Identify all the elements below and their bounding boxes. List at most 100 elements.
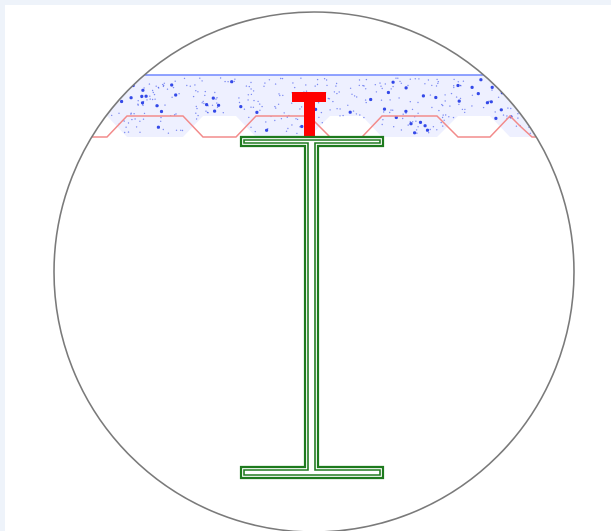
aggregate-dot (392, 85, 394, 88)
aggregate-dot (380, 85, 382, 87)
aggregate-dot (159, 109, 164, 114)
aggregate-dot (152, 91, 154, 94)
aggregate-dot (129, 96, 133, 100)
aggregate-dot (214, 91, 216, 94)
aggregate-dot (300, 124, 304, 129)
aggregate-dot (353, 95, 356, 97)
aggregate-dot (431, 84, 433, 87)
aggregate-dot (428, 132, 430, 134)
aggregate-dot (375, 91, 378, 93)
aggregate-dot (416, 132, 418, 134)
aggregate-dot (363, 116, 365, 119)
aggregate-dot (275, 107, 277, 109)
aggregate-dot (339, 108, 341, 110)
aggregate-dot (143, 112, 146, 115)
aggregate-dot (197, 114, 199, 117)
aggregate-dot (409, 122, 413, 126)
aggregate-dot (197, 91, 199, 93)
aggregate-dot (170, 83, 174, 87)
aggregate-dot (534, 111, 536, 114)
aggregate-dot (248, 85, 250, 88)
aggregate-dot (283, 112, 285, 114)
aggregate-dot (160, 116, 162, 119)
shear-connector (292, 92, 326, 138)
aggregate-dot (409, 78, 411, 80)
aggregate-dot (443, 119, 445, 122)
aggregate-dot (151, 98, 154, 101)
aggregate-dot (227, 81, 229, 83)
aggregate-dot (280, 118, 283, 120)
aggregate-dot (535, 84, 537, 86)
aggregate-dot (381, 123, 383, 126)
aggregate-dot (205, 103, 209, 107)
aggregate-dot (142, 104, 144, 107)
aggregate-dot (517, 113, 519, 115)
concrete-slab (54, 74, 574, 138)
aggregate-dot (411, 108, 414, 111)
aggregate-dot (414, 78, 416, 80)
aggregate-dot (464, 111, 466, 114)
aggregate-dot (215, 98, 217, 100)
aggregate-dot (305, 90, 308, 92)
aggregate-dot (513, 87, 516, 89)
beam-inner-line (243, 139, 381, 476)
aggregate-dot (460, 85, 462, 87)
aggregate-dot (174, 93, 178, 97)
aggregate-dot (457, 81, 459, 83)
aggregate-dot (536, 81, 538, 84)
aggregate-dot (201, 102, 203, 104)
aggregate-dot (162, 128, 164, 131)
aggregate-dot (336, 108, 338, 110)
aggregate-dot (239, 105, 243, 109)
aggregate-dot (432, 126, 435, 128)
aggregate-dot (139, 131, 141, 133)
aggregate-dot (216, 97, 218, 99)
aggregate-dot (351, 93, 353, 96)
aggregate-dot (497, 96, 500, 99)
aggregate-dot (525, 90, 528, 93)
aggregate-dot (364, 99, 367, 101)
aggregate-dot (338, 91, 340, 93)
aggregate-dot (119, 84, 122, 86)
aggregate-dot (144, 94, 148, 98)
aggregate-dot (546, 79, 548, 81)
aggregate-dot (160, 120, 162, 123)
aggregate-dot (520, 91, 522, 93)
aggregate-dot (445, 114, 447, 116)
aggregate-dot (389, 111, 391, 114)
aggregate-dot (178, 93, 180, 95)
aggregate-dot (423, 124, 427, 128)
aggregate-dot (514, 99, 517, 102)
aggregate-dot (142, 118, 145, 120)
aggregate-dot (233, 80, 235, 83)
aggregate-dot (336, 92, 338, 95)
concrete-fill (54, 75, 574, 137)
aggregate-dot (238, 97, 240, 99)
aggregate-dot (148, 83, 151, 85)
aggregate-dot (261, 105, 263, 108)
aggregate-dot (417, 101, 419, 104)
aggregate-dot (392, 109, 394, 111)
aggregate-dot (544, 104, 546, 106)
aggregate-dot (347, 104, 349, 107)
aggregate-dot (499, 108, 503, 112)
aggregate-dot (146, 99, 148, 101)
aggregate-dot (117, 79, 120, 81)
aggregate-dot (217, 103, 221, 107)
aggregate-dot (540, 91, 545, 95)
aggregate-dot (453, 78, 455, 81)
aggregate-dot (471, 94, 474, 97)
aggregate-dot (155, 85, 157, 87)
aggregate-dot (437, 81, 439, 83)
stud-head (292, 92, 326, 102)
aggregate-dot (195, 112, 197, 114)
aggregate-dot (390, 109, 392, 111)
aggregate-dot (291, 124, 293, 126)
aggregate-dot (250, 81, 252, 84)
aggregate-dot (285, 130, 288, 132)
aggregate-dot (431, 106, 433, 109)
aggregate-dot (374, 84, 376, 86)
aggregate-dot (216, 106, 219, 109)
aggregate-dot (93, 86, 96, 89)
aggregate-dot (196, 107, 198, 110)
